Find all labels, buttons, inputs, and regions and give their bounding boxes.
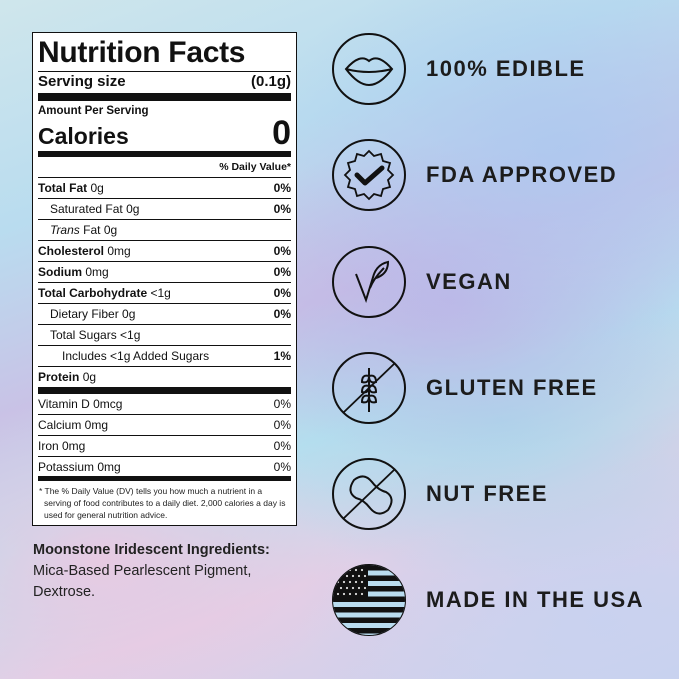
nutrient-label: Dietary Fiber 0g (50, 307, 136, 321)
calories-value: 0 (272, 114, 291, 152)
nutrient-dv: 1% (273, 349, 291, 363)
ingredients-line-1: Mica-Based Pearlescent Pigment, (33, 563, 252, 579)
label-title: Nutrition Facts (38, 36, 246, 69)
ingredients-heading: Moonstone Iridescent Ingredients: (33, 542, 270, 558)
vitamin-row: Potassium 0mg 0% (38, 457, 291, 481)
nutrient-row: Total Sugars <1g (38, 325, 291, 346)
nutrient-row: Saturated Fat 0g 0% (38, 199, 291, 220)
vitamin-row: Vitamin D 0mcg 0% (38, 394, 291, 415)
nutrient-row: Includes <1g Added Sugars 1% (38, 346, 291, 367)
nutrient-dv: 0% (273, 202, 291, 216)
vitamin-label: Calcium 0mg (38, 418, 109, 432)
nutrient-row: Cholesterol 0mg 0% (38, 241, 291, 262)
feature-label: 100% EDIBLE (426, 56, 586, 81)
nutrient-label: Protein 0g (38, 370, 97, 384)
calories-label: Calories (38, 123, 129, 149)
feature-item: VEGAN (330, 244, 512, 320)
nutrient-row: Sodium 0mg 0% (38, 262, 291, 283)
nutrient-label: Trans Fat 0g (50, 223, 118, 237)
nutrient-label: Total Fat 0g (38, 181, 104, 195)
vitamin-dv: 0% (273, 418, 291, 432)
nutrient-row: Total Fat 0g 0% (38, 178, 291, 199)
check-badge-icon (332, 139, 406, 211)
nutrient-dv: 0% (273, 286, 291, 300)
vitamin-label: Vitamin D 0mcg (38, 397, 123, 411)
no-wheat-icon (332, 352, 406, 424)
footnote: * The % Daily Value (DV) tells you how m… (39, 486, 286, 520)
dv-header: % Daily Value* (38, 157, 291, 178)
nutrient-row: Trans Fat 0g (38, 220, 291, 241)
nutrient-row: Total Carbohydrate <1g 0% (38, 283, 291, 304)
ingredients: Moonstone Iridescent Ingredients: Mica-B… (33, 540, 270, 603)
nutrient-label: Total Sugars <1g (50, 328, 141, 342)
serving-label: Serving size (38, 73, 126, 90)
feature-label: FDA APPROVED (426, 162, 618, 187)
nutrient-label: Includes <1g Added Sugars (62, 349, 210, 363)
vitamin-row: Iron 0mg 0% (38, 436, 291, 457)
lips-icon (332, 33, 406, 105)
vitamin-dv: 0% (273, 397, 291, 411)
calories-row: Calories 0 (38, 114, 291, 157)
vitamin-row: Calcium 0mg 0% (38, 415, 291, 436)
nutrient-dv: 0% (273, 244, 291, 258)
nutrient-dv: 0% (273, 181, 291, 195)
vitamin-label: Iron 0mg (38, 439, 86, 453)
serving-value: (0.1g) (250, 73, 291, 90)
nutrient-dv: 0% (273, 307, 291, 321)
vegan-leaf-icon (332, 246, 406, 318)
feature-label: GLUTEN FREE (426, 375, 598, 400)
dv-header-text: % Daily Value* (219, 161, 291, 173)
nutrient-dv: 0% (273, 265, 291, 279)
vitamin-dv: 0% (273, 439, 291, 453)
vitamin-dv: 0% (273, 460, 291, 474)
nutrient-label: Cholesterol 0mg (38, 244, 131, 258)
vitamin-label: Potassium 0mg (38, 460, 121, 474)
feature-item: NUT FREE (330, 456, 548, 532)
feature-item: GLUTEN FREE (330, 350, 598, 426)
nutrient-label: Total Carbohydrate <1g (38, 286, 171, 300)
nutrient-label: Sodium 0mg (38, 265, 109, 279)
feature-item: MADE IN THE USA (330, 562, 644, 638)
nutrient-label: Saturated Fat 0g (50, 202, 140, 216)
feature-label: VEGAN (426, 269, 512, 294)
ingredients-line-2: Dextrose. (33, 584, 96, 600)
feature-item: 100% EDIBLE (330, 31, 586, 107)
us-flag-icon (332, 564, 406, 636)
feature-label: NUT FREE (426, 481, 548, 506)
feature-item: FDA APPROVED (330, 137, 617, 213)
no-peanut-icon (332, 458, 406, 530)
nutrient-row: Protein 0g (38, 367, 291, 394)
nutrition-facts-label: Nutrition Facts Serving size (0.1g) Amou… (32, 32, 297, 526)
amount-per-serving: Amount Per Serving (38, 105, 149, 117)
serving-size-row: Serving size (0.1g) (38, 71, 291, 101)
nutrient-row: Dietary Fiber 0g 0% (38, 304, 291, 325)
feature-label: MADE IN THE USA (426, 587, 645, 612)
